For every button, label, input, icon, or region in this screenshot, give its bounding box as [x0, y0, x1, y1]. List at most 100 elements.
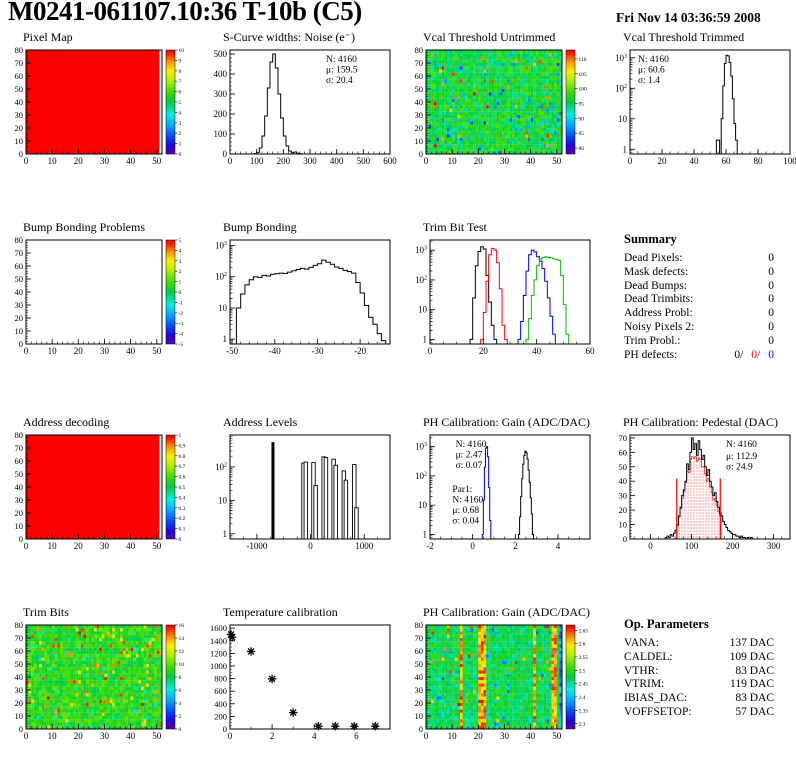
svg-text:10: 10	[179, 662, 185, 668]
svg-text:0: 0	[179, 152, 182, 158]
svg-text:14: 14	[179, 636, 185, 642]
svg-text:500: 500	[214, 49, 228, 59]
summary-row: Mask defects: 0	[624, 266, 774, 280]
svg-text:80: 80	[754, 156, 764, 166]
svg-text:30: 30	[100, 156, 110, 166]
svg-text:300: 300	[214, 89, 228, 99]
svg-text:100: 100	[685, 541, 699, 551]
svg-text:30: 30	[100, 541, 110, 551]
op-parameters-row-value: 83 DAC	[735, 692, 774, 705]
svg-text:1: 1	[179, 142, 182, 148]
svg-text:105: 105	[579, 72, 588, 78]
op-parameters-row-label: VTHR:	[624, 664, 659, 677]
svg-text:50: 50	[152, 156, 162, 166]
svg-text:0.8: 0.8	[179, 454, 186, 460]
svg-text:80: 80	[579, 146, 585, 152]
panel-trim-bit-test: Trim Bit Test 0 20 40 60 1 10 102 103	[400, 220, 600, 392]
svg-text:50: 50	[152, 346, 162, 356]
svg-text:600: 600	[214, 686, 227, 696]
svg-text:-40: -40	[269, 346, 281, 356]
svg-text:0: 0	[623, 534, 627, 544]
svg-text:-50: -50	[226, 346, 238, 356]
svg-text:4: 4	[179, 248, 182, 254]
svg-text:100: 100	[783, 156, 796, 166]
svg-text:0.5: 0.5	[179, 485, 186, 491]
svg-text:0: 0	[424, 156, 429, 166]
op-parameters-row-label: CALDEL:	[624, 650, 673, 663]
panel-address-decoding: Address decoding 0 0.1 0.2 0.3 0.4 0.5 0.6 0.7 0…	[0, 415, 200, 587]
panel-temp-calibration: Temperature calibration 0 2 4 6 0 200 400 600 80…	[200, 605, 400, 772]
svg-text:10: 10	[415, 136, 424, 146]
svg-text:80: 80	[15, 235, 24, 245]
summary-row-value: 0	[768, 252, 774, 264]
svg-text:80: 80	[15, 430, 24, 440]
svg-text:10: 10	[418, 305, 428, 315]
svg-text:110: 110	[579, 57, 587, 63]
svg-text:103: 103	[415, 245, 427, 255]
summary-row-label: Dead Trimbits:	[624, 293, 694, 306]
plot-title: Bump Bonding Problems	[23, 220, 146, 234]
svg-text:40: 40	[526, 156, 536, 166]
svg-text:60: 60	[15, 261, 24, 271]
svg-text:0: 0	[223, 149, 228, 159]
svg-text:N: 4160: N: 4160	[326, 55, 357, 65]
svg-text:80: 80	[15, 45, 24, 55]
op-parameters-row: VTRIM: 119 DAC	[624, 678, 774, 692]
svg-text:10: 10	[15, 136, 24, 146]
address-decoding-plot: 00.10.20.30.40.50.60.70.80.910 10 20 30 40 50…	[15, 430, 186, 551]
svg-text:70: 70	[415, 58, 424, 68]
svg-text:80: 80	[415, 45, 424, 55]
svg-text:103: 103	[215, 240, 227, 250]
op-parameters-rows: VANA: 137 DAC CALDEL: 109 DAC VTHR: 83 DAC VTR…	[624, 637, 774, 720]
svg-text:0: 0	[223, 724, 227, 734]
svg-text:0: 0	[179, 290, 182, 296]
op-parameters-row: IBIAS_DAC: 83 DAC	[624, 692, 774, 706]
svg-text:40: 40	[126, 541, 136, 551]
svg-text:70: 70	[619, 433, 628, 443]
svg-text:1000: 1000	[210, 661, 227, 671]
svg-text:102: 102	[615, 83, 627, 93]
svg-text:7: 7	[179, 79, 182, 85]
svg-text:85: 85	[579, 131, 585, 137]
plot-title: Vcal Threshold Trimmed	[623, 30, 745, 44]
summary-row-value: 0	[768, 307, 774, 320]
svg-text:0: 0	[470, 541, 475, 551]
svg-text:6: 6	[354, 731, 359, 741]
svg-text:σ: 24.9: σ: 24.9	[726, 463, 753, 473]
svg-text:60: 60	[415, 71, 424, 81]
plot-title: Address Levels	[223, 415, 298, 429]
svg-text:50: 50	[15, 84, 24, 94]
plot-title: Trim Bit Test	[423, 220, 487, 234]
panel-ph-gain-hist: PH Calibration: Gain (ADC/DAC) -2 0 2 4 1 10 1…	[400, 415, 600, 587]
svg-text:0: 0	[179, 537, 182, 543]
svg-text:40: 40	[690, 156, 700, 166]
svg-text:400: 400	[330, 156, 344, 166]
op-parameters-row-value: 137 DAC	[729, 637, 774, 649]
svg-text:6: 6	[179, 90, 182, 96]
svg-text:200: 200	[277, 156, 291, 166]
svg-text:60: 60	[722, 156, 732, 166]
op-parameters-row-label: VTRIM:	[624, 678, 665, 691]
svg-text:-1: -1	[179, 300, 184, 306]
summary-row-value: 0	[768, 265, 774, 278]
svg-text:8: 8	[179, 675, 182, 681]
svg-text:40: 40	[415, 97, 424, 107]
svg-text:30: 30	[15, 495, 24, 505]
svg-text:0.9: 0.9	[179, 443, 186, 449]
svg-text:3: 3	[179, 121, 182, 127]
svg-text:20: 20	[15, 698, 24, 708]
svg-text:60: 60	[15, 456, 24, 466]
svg-text:20: 20	[15, 508, 24, 518]
plot-title: Bump Bonding	[223, 220, 297, 234]
svg-text:102: 102	[415, 275, 427, 285]
svg-text:2: 2	[179, 714, 182, 720]
svg-text:50: 50	[15, 274, 24, 284]
svg-text:40: 40	[15, 482, 24, 492]
svg-text:N: 4160: N: 4160	[456, 440, 487, 450]
plot-title: PH Calibration: Pedestal (DAC)	[623, 415, 778, 429]
svg-text:3: 3	[179, 259, 182, 265]
svg-text:200: 200	[214, 711, 227, 721]
